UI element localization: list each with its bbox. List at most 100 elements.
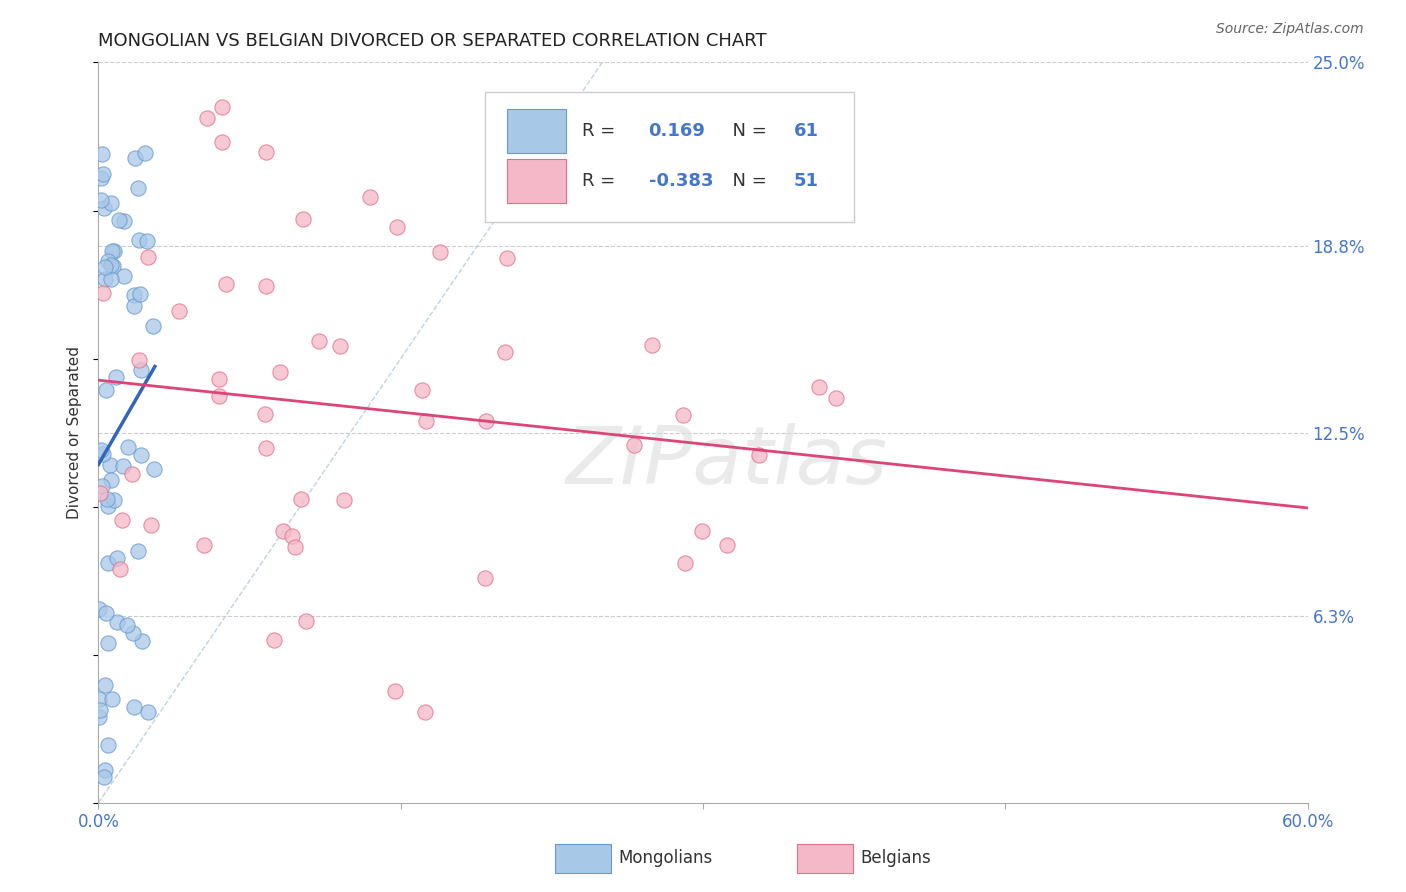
Point: [329, 339, 352, 353]
Text: 0.169: 0.169: [648, 122, 706, 140]
FancyBboxPatch shape: [485, 92, 855, 221]
Point: [496, 252, 519, 266]
Point: [138, 250, 160, 264]
Text: -0.383: -0.383: [648, 172, 713, 190]
Point: [142, 318, 165, 333]
Point: [105, 369, 128, 384]
Point: [134, 146, 156, 161]
Point: [139, 518, 162, 533]
Point: [89, 710, 111, 724]
Point: [91, 479, 114, 493]
Point: [215, 277, 238, 291]
Point: [208, 372, 231, 386]
Point: [256, 145, 278, 160]
Point: [112, 269, 135, 284]
Text: 51: 51: [793, 172, 818, 190]
Point: [101, 244, 124, 259]
Point: [105, 615, 128, 630]
Text: R =: R =: [582, 122, 621, 140]
Point: [127, 544, 149, 558]
Text: N =: N =: [721, 172, 773, 190]
Point: [211, 135, 233, 149]
Point: [121, 467, 143, 481]
Point: [308, 334, 330, 348]
Point: [494, 345, 516, 359]
Point: [100, 473, 122, 487]
Point: [475, 414, 498, 428]
Point: [93, 770, 115, 784]
Point: [101, 691, 124, 706]
Point: [117, 440, 139, 454]
Point: [100, 258, 122, 272]
Point: [93, 201, 115, 215]
Point: [97, 556, 120, 570]
Point: [254, 279, 277, 293]
Point: [89, 486, 111, 500]
Text: ZIPatlas: ZIPatlas: [567, 423, 889, 501]
Y-axis label: Divorced or Separated: Divorced or Separated: [67, 346, 83, 519]
Point: [112, 214, 135, 228]
Point: [387, 219, 409, 234]
FancyBboxPatch shape: [508, 159, 567, 202]
Point: [87, 602, 110, 616]
Text: MONGOLIAN VS BELGIAN DIVORCED OR SEPARATED CORRELATION CHART: MONGOLIAN VS BELGIAN DIVORCED OR SEPARAT…: [98, 32, 768, 50]
Point: [127, 181, 149, 195]
Text: Mongolians: Mongolians: [619, 849, 713, 867]
Point: [138, 706, 160, 720]
Point: [91, 447, 114, 461]
Point: [90, 147, 112, 161]
Point: [91, 167, 114, 181]
Point: [96, 383, 118, 397]
Point: [96, 491, 118, 506]
Text: Belgians: Belgians: [860, 849, 931, 867]
Point: [122, 299, 145, 313]
Point: [291, 211, 314, 226]
Point: [280, 529, 302, 543]
Point: [91, 286, 114, 301]
Point: [142, 462, 165, 476]
Point: [129, 448, 152, 462]
Point: [97, 636, 120, 650]
Point: [131, 633, 153, 648]
FancyBboxPatch shape: [508, 110, 567, 153]
Point: [193, 538, 215, 552]
Point: [623, 437, 645, 451]
Point: [93, 260, 115, 275]
Point: [94, 764, 117, 778]
Point: [94, 606, 117, 620]
Point: [98, 458, 121, 472]
Point: [673, 556, 696, 570]
Point: [107, 551, 129, 566]
FancyBboxPatch shape: [555, 844, 612, 873]
Point: [263, 633, 285, 648]
Point: [94, 678, 117, 692]
Point: [122, 625, 145, 640]
Point: [117, 617, 139, 632]
Point: [690, 524, 713, 538]
Point: [90, 193, 112, 207]
Point: [87, 691, 110, 706]
Point: [208, 389, 231, 403]
Point: [167, 304, 190, 318]
Point: [97, 739, 120, 753]
Point: [122, 288, 145, 302]
Point: [128, 353, 150, 368]
Point: [474, 571, 496, 585]
Point: [411, 383, 433, 397]
Point: [90, 171, 112, 186]
Point: [359, 190, 381, 204]
Point: [107, 213, 129, 227]
Point: [271, 524, 294, 539]
Point: [413, 705, 436, 719]
Point: [295, 614, 318, 628]
Point: [103, 493, 125, 508]
Text: R =: R =: [582, 172, 621, 190]
Point: [124, 151, 146, 165]
Point: [415, 414, 437, 428]
Text: Source: ZipAtlas.com: Source: ZipAtlas.com: [1216, 22, 1364, 37]
Point: [136, 234, 159, 248]
Point: [100, 272, 122, 286]
Point: [429, 245, 451, 260]
Point: [716, 538, 738, 552]
Point: [254, 441, 277, 455]
